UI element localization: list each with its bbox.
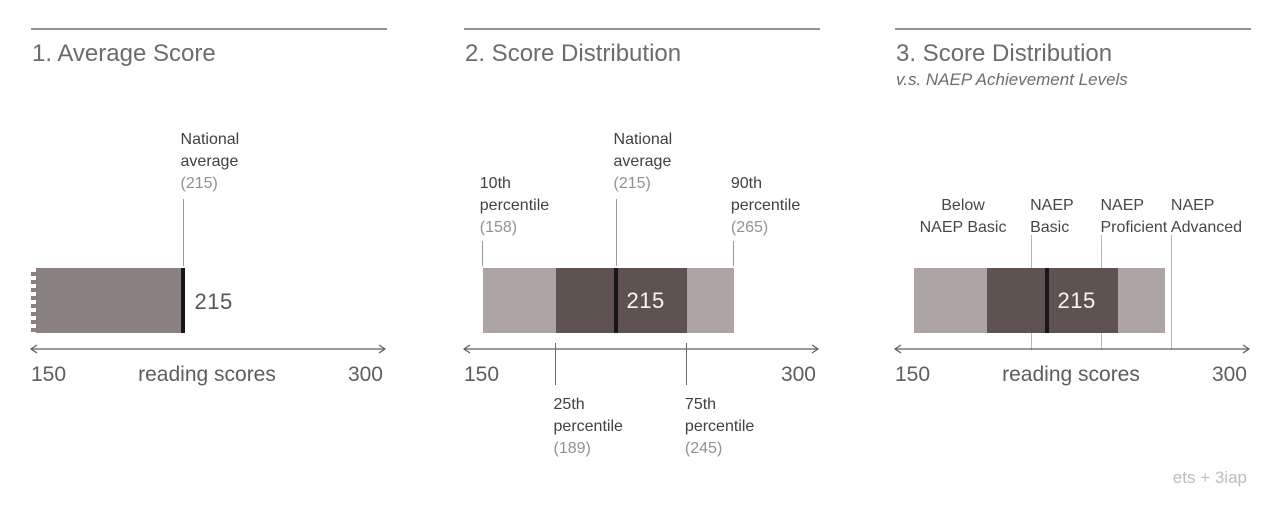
annotation-line: percentile: [479, 197, 550, 214]
annotation-label: 10th percentile (158): [480, 173, 549, 239]
axis-arrow-left: [462, 344, 471, 354]
annotation-line: National: [613, 131, 673, 148]
annotation-line: percentile: [553, 418, 623, 435]
leader-line: [481, 241, 483, 266]
annotation-line: average: [613, 153, 672, 170]
bar-segment: [31, 268, 184, 333]
achievement-level-label: NAEP Basic: [1030, 195, 1074, 239]
leader-line: [182, 199, 184, 266]
annotation-value: (245): [684, 440, 723, 457]
panel-rule: [31, 28, 387, 30]
axis-arrow-right: [1242, 344, 1251, 354]
axis-arrow-left: [29, 344, 38, 354]
annotation-value: (265): [730, 219, 769, 236]
axis-max-label: 300: [347, 363, 383, 386]
annotation-line: 10th: [479, 175, 511, 192]
axis-title: reading scores: [1002, 363, 1140, 386]
axis-title: reading scores: [138, 363, 276, 386]
annotation-line: NAEP Basic: [919, 219, 1007, 236]
percentile-tick: [554, 343, 556, 385]
annotation-line: Advanced: [1170, 219, 1243, 236]
axis-arrow-left: [893, 344, 902, 354]
panel-title: 2. Score Distribution: [465, 40, 682, 67]
panel-score-distribution-naep: 3. Score Distribution v.s. NAEP Achievem…: [893, 0, 1252, 510]
annotation-line: Below: [941, 197, 985, 214]
annotation-line: NAEP: [1170, 197, 1215, 214]
panel-title: 3. Score Distribution: [896, 40, 1113, 67]
annotation-line: National: [180, 131, 240, 148]
x-axis: [462, 344, 820, 354]
annotation-label: 75th percentile (245): [685, 394, 754, 460]
bar-value-label: 215: [1057, 287, 1096, 313]
annotation-line: 75th: [684, 396, 717, 413]
annotation-label: National average (215): [614, 129, 673, 195]
annotation-line: 90th: [730, 175, 762, 192]
average-line: [181, 268, 186, 333]
annotation-line: percentile: [684, 418, 755, 435]
bar-value-label: 215: [194, 289, 233, 314]
annotation-line: average: [180, 153, 239, 170]
achievement-level-label: NAEP Advanced: [1171, 195, 1242, 239]
bar-segment: [986, 268, 1118, 333]
axis-arrow-right: [378, 344, 387, 354]
axis-arrow-right: [811, 344, 820, 354]
annotation-label: 25th percentile (189): [554, 394, 623, 460]
bar-torn-edge: [31, 268, 36, 333]
annotation-line: NAEP: [1100, 197, 1145, 214]
annotation-line: 25th: [553, 396, 585, 413]
x-axis: [893, 344, 1251, 354]
axis-min-label: 150: [464, 363, 500, 386]
annotation-value: (189): [553, 440, 591, 457]
annotation-line: Proficient: [1100, 219, 1168, 236]
credit-text: ets + 3iap: [1172, 468, 1247, 487]
annotation-label: National average (215): [181, 129, 240, 195]
axis-max-label: 300: [1211, 363, 1247, 386]
achievement-level-label: Below NAEP Basic: [920, 195, 1007, 239]
percentile-tick: [685, 343, 687, 385]
bar-value-label: 215: [626, 287, 665, 313]
panel-rule: [895, 28, 1251, 30]
panel-score-distribution: 2. Score Distribution 215 10th percentile (…: [462, 0, 821, 510]
panel-subtitle: v.s. NAEP Achievement Levels: [896, 70, 1128, 89]
average-line: [614, 268, 619, 333]
bar-segment: [1117, 268, 1165, 333]
achievement-level-label: NAEP Proficient: [1101, 195, 1168, 239]
panel-rule: [464, 28, 820, 30]
annotation-value: (215): [180, 175, 218, 192]
bar-segment: [555, 268, 687, 333]
bar-segment: [913, 268, 987, 333]
axis-max-label: 300: [780, 363, 816, 386]
panel-average-score: 1. Average Score 215 National average (215)…: [29, 0, 388, 510]
annotation-line: percentile: [730, 197, 801, 214]
annotation-value: (215): [613, 175, 651, 192]
leader-line: [732, 241, 734, 266]
leader-line: [615, 199, 617, 266]
bar-segment: [686, 268, 734, 333]
panel-title: 1. Average Score: [32, 40, 216, 67]
achievement-level-line: [1171, 235, 1173, 350]
average-line: [1045, 268, 1050, 333]
annotation-value: (158): [479, 219, 518, 236]
annotation-line: Basic: [1030, 219, 1070, 236]
bar-segment: [482, 268, 556, 333]
x-axis: [29, 344, 387, 354]
axis-min-label: 150: [31, 363, 67, 386]
axis-min-label: 150: [895, 363, 931, 386]
annotation-label: 90th percentile (265): [731, 173, 800, 239]
annotation-line: NAEP: [1030, 197, 1074, 214]
